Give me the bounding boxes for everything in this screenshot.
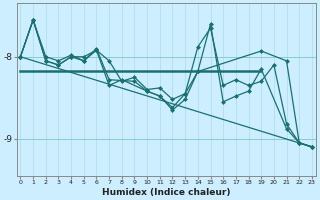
X-axis label: Humidex (Indice chaleur): Humidex (Indice chaleur)	[102, 188, 230, 197]
